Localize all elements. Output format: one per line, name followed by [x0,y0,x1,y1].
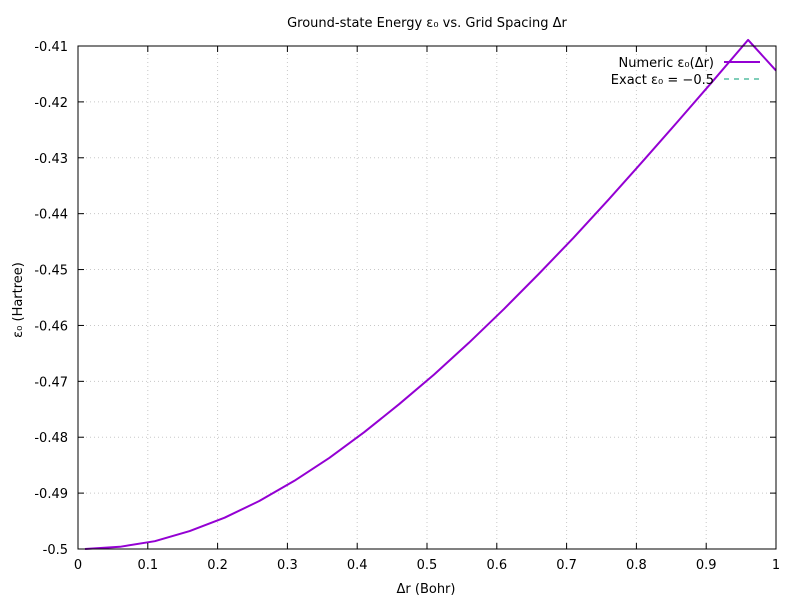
y-tick-label: -0.42 [34,96,68,111]
plot-frame [77,45,777,550]
y-tick-label: -0.43 [34,152,68,167]
x-axis-title: Δr (Bohr) [397,582,456,597]
y-tick-label: -0.47 [34,375,68,390]
y-tick-label: -0.5 [43,543,68,558]
x-tick-label: 0.2 [207,558,228,573]
x-tick-label: 0.3 [277,558,298,573]
legend-label-1: Exact ε₀ = −0.5 [611,73,714,88]
x-tick-label: 0.5 [417,558,438,573]
legend-label-0: Numeric ε₀(Δr) [619,56,714,71]
series-line-0 [84,38,777,550]
legend: Numeric ε₀(Δr) Exact ε₀ = −0.5 [611,56,760,88]
x-tick-label: 0 [74,558,82,573]
x-tick-label: 0.4 [347,558,368,573]
y-tick-label: -0.49 [34,487,68,502]
y-tick-label: -0.45 [34,264,68,279]
x-tick-label: 0.6 [486,558,507,573]
y-tick-label: -0.46 [34,319,68,334]
y-tick-label: -0.48 [34,431,68,446]
x-tick-label: 0.9 [696,558,717,573]
axis-ticks: 0 0.1 0.2 0.3 0.4 0.5 0.6 0.7 0.8 0.9 1 -0.5 -0.49 -0… [34,40,780,573]
x-tick-label: 0.7 [556,558,577,573]
y-axis-title: ε₀ (Hartree) [11,262,26,338]
x-tick-label: 0.1 [137,558,158,573]
chart-title: Ground-state Energy ε₀ vs. Grid Spacing … [287,16,567,31]
grid-lines [78,46,776,549]
x-tick-label: 1 [772,558,780,573]
y-tick-label: -0.41 [34,40,68,55]
x-tick-label: 0.8 [626,558,647,573]
y-tick-label: -0.44 [34,208,68,223]
